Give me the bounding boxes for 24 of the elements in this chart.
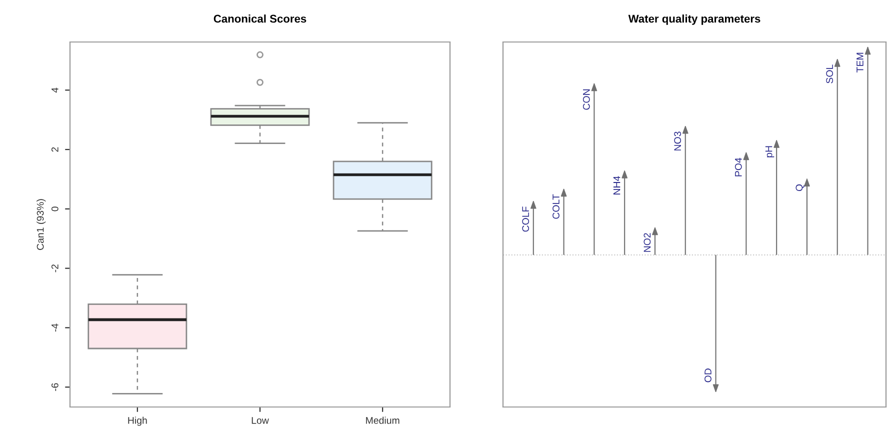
y-tick-label: -6: [51, 383, 58, 391]
x-tick-label: NO3: [674, 132, 682, 150]
chart-title: Water quality parameters: [628, 14, 760, 25]
x-tick-label: High: [128, 416, 147, 426]
x-tick-label: Medium: [366, 416, 400, 424]
y-tick-label: 2: [51, 147, 58, 152]
x-tick-label: CON: [582, 89, 590, 110]
x-tick-label: SOL: [826, 64, 834, 84]
x-tick-label: COLT: [552, 194, 560, 219]
y-tick-label: 4: [52, 88, 58, 93]
y-tick-label: -4: [52, 324, 58, 332]
x-tick-label: Low: [252, 417, 269, 424]
y-tick-label: 0: [51, 206, 58, 212]
x-tick-label: COLF: [522, 206, 530, 232]
x-tick-label: NO2: [644, 233, 651, 252]
y-axis-title: Can1 (93%): [36, 199, 46, 250]
x-tick-label: OD: [704, 368, 712, 382]
y-tick-label: -2: [51, 264, 58, 272]
chart-title: Canonical Scores: [214, 14, 306, 23]
x-tick-label: PO4: [734, 158, 742, 176]
x-tick-label: TEM: [856, 52, 864, 72]
x-tick-label: NH4: [613, 176, 620, 194]
x-tick-label: Q: [796, 184, 804, 192]
x-tick-label: pH: [765, 146, 774, 158]
